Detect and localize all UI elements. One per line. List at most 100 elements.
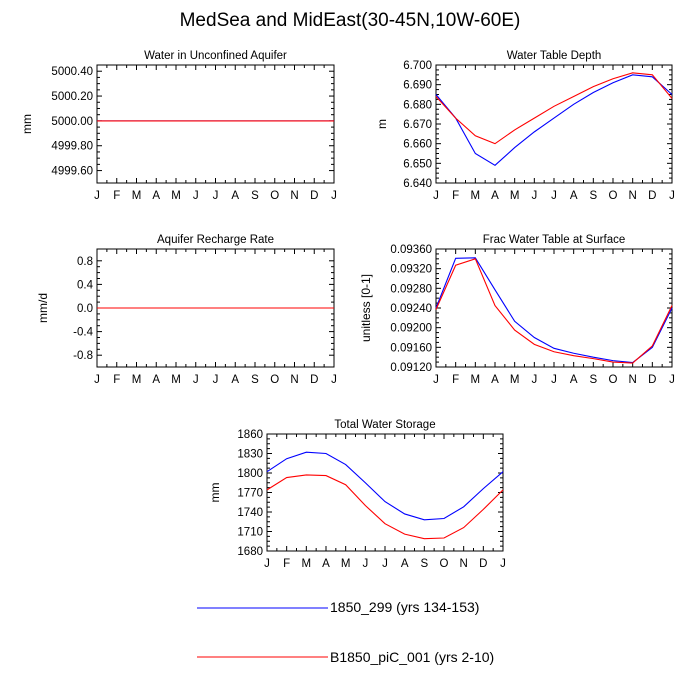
y-tick-label: 1680	[237, 546, 263, 558]
x-tick-label: J	[669, 190, 675, 202]
y-tick-label: 1770	[237, 488, 263, 500]
y-axis-label: unitless [0-1]	[359, 274, 373, 342]
series-line-a	[266, 451, 504, 521]
x-tick-label: F	[283, 558, 290, 570]
x-tick-label: S	[589, 190, 597, 202]
x-tick-label: D	[479, 558, 487, 570]
x-tick-label: O	[270, 190, 279, 202]
x-tick-label: A	[570, 190, 578, 202]
y-tick-label: 1800	[237, 468, 263, 480]
x-tick-label: M	[471, 190, 481, 202]
x-tick-label: J	[362, 558, 368, 570]
x-tick-label: A	[570, 374, 578, 386]
series-line-a	[435, 74, 673, 166]
y-tick-label: 0.09320	[390, 264, 432, 276]
y-tick-label: 0.4	[77, 279, 94, 291]
x-tick-label: S	[589, 374, 597, 386]
x-tick-label: M	[132, 190, 142, 202]
chart-title: Water Table Depth	[507, 50, 602, 62]
x-tick-label: F	[113, 374, 120, 386]
y-tick-label: -0.4	[73, 327, 93, 339]
x-tick-label: N	[290, 374, 298, 386]
x-tick-label: J	[433, 374, 439, 386]
x-tick-label: D	[310, 374, 318, 386]
series-line-b	[266, 474, 504, 540]
x-tick-label: N	[290, 190, 298, 202]
series-line-b	[435, 72, 673, 145]
figure-title: MedSea and MidEast(30-45N,10W-60E)	[179, 10, 521, 31]
y-tick-label: 0.09120	[390, 362, 432, 374]
x-tick-label: A	[231, 190, 239, 202]
y-tick-label: 6.650	[403, 158, 432, 170]
x-tick-label: A	[491, 190, 499, 202]
plot-frame	[435, 248, 673, 368]
x-tick-label: A	[152, 374, 160, 386]
y-tick-label: 0.09200	[390, 323, 432, 335]
chart-title: Water in Unconfined Aquifer	[144, 50, 287, 62]
x-tick-label: N	[629, 190, 637, 202]
y-axis-label: mm	[208, 483, 222, 503]
chart-title: Aquifer Recharge Rate	[157, 234, 274, 246]
y-tick-label: 6.690	[403, 80, 432, 92]
chart-title: Total Water Storage	[334, 419, 435, 431]
x-tick-label: J	[382, 558, 388, 570]
chart-title: Frac Water Table at Surface	[483, 234, 626, 246]
x-tick-label: J	[331, 190, 337, 202]
x-tick-label: J	[531, 190, 537, 202]
y-tick-label: 1830	[237, 449, 263, 461]
x-tick-label: J	[331, 374, 337, 386]
x-tick-label: A	[401, 558, 409, 570]
y-tick-label: 5000.00	[51, 116, 93, 128]
x-tick-label: M	[302, 558, 312, 570]
x-tick-label: J	[669, 374, 675, 386]
y-tick-label: 4999.80	[51, 141, 93, 153]
y-tick-label: 1860	[237, 429, 263, 441]
x-tick-label: J	[94, 190, 100, 202]
x-tick-label: J	[213, 190, 219, 202]
x-tick-label: J	[531, 374, 537, 386]
y-tick-label: 5000.20	[51, 91, 93, 103]
x-tick-label: J	[213, 374, 219, 386]
x-tick-label: F	[452, 190, 459, 202]
x-tick-label: J	[264, 558, 270, 570]
series-line-a	[435, 257, 673, 364]
x-tick-label: J	[193, 190, 199, 202]
x-tick-label: D	[648, 374, 656, 386]
y-tick-label: 6.660	[403, 139, 432, 151]
y-tick-label: 1710	[237, 527, 263, 539]
x-tick-label: M	[171, 374, 181, 386]
x-tick-label: D	[648, 190, 656, 202]
x-tick-label: A	[152, 190, 160, 202]
y-tick-label: 6.670	[403, 119, 432, 131]
plot-frame	[266, 433, 504, 552]
x-tick-label: M	[510, 190, 520, 202]
y-tick-label: 0.09240	[390, 303, 432, 315]
x-tick-label: A	[231, 374, 239, 386]
plot-frame	[435, 64, 673, 184]
x-tick-label: J	[551, 374, 557, 386]
x-tick-label: J	[551, 190, 557, 202]
y-tick-label: 0.09280	[390, 283, 432, 295]
y-axis-label: mm/d	[36, 293, 50, 323]
y-tick-label: 0.8	[77, 256, 93, 268]
y-tick-label: 4999.60	[51, 166, 93, 178]
x-tick-label: O	[270, 374, 279, 386]
x-tick-label: M	[171, 190, 181, 202]
x-tick-label: O	[440, 558, 449, 570]
x-tick-label: M	[510, 374, 520, 386]
y-axis-label: m	[375, 119, 389, 129]
y-tick-label: 1740	[237, 507, 263, 519]
x-tick-label: F	[452, 374, 459, 386]
x-tick-label: S	[251, 374, 259, 386]
x-tick-label: J	[94, 374, 100, 386]
x-tick-label: A	[491, 374, 499, 386]
x-tick-label: O	[609, 374, 618, 386]
y-axis-label: mm	[20, 114, 34, 134]
x-tick-label: J	[193, 374, 199, 386]
x-tick-label: N	[629, 374, 637, 386]
